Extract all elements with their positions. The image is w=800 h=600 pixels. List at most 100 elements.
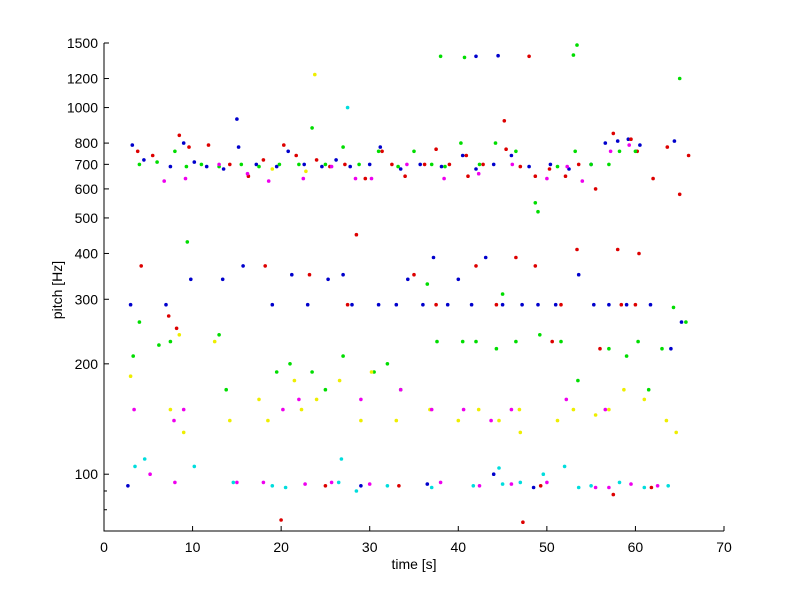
data-point-magenta [353,176,358,181]
data-point-yellow [497,418,501,423]
data-point-yellow [394,418,399,423]
data-point-green [555,164,560,169]
data-point-green [500,292,505,296]
data-point-magenta [303,482,307,486]
data-point-cyan [231,480,236,485]
data-point-yellow [292,378,297,383]
data-point-red [576,162,581,167]
data-point-magenta [217,162,221,167]
data-point-blue [130,143,135,147]
data-point-red [139,264,143,268]
data-point-red [649,485,654,490]
data-point-red [345,302,350,307]
data-point-blue [603,141,608,145]
y-tick-label: 1000 [67,100,98,116]
data-point-magenta [593,485,598,490]
data-point-blue [274,164,279,169]
data-point-magenta [477,484,482,488]
data-point-green [131,354,135,358]
data-point-magenta [627,143,631,147]
data-point-blue [359,484,363,488]
data-point-magenta [603,407,608,412]
data-point-green [310,370,314,374]
data-point-cyan [518,480,523,485]
data-point-blue [474,167,478,171]
data-point-green [357,162,361,167]
data-point-red [538,484,543,488]
data-point-green [573,149,577,154]
x-tick-label: 70 [716,539,732,555]
data-point-red [403,174,407,178]
data-point-cyan [270,484,275,488]
data-point-blue [367,162,372,167]
data-point-red [282,143,286,147]
data-point-cyan [617,480,622,485]
data-point-red [677,192,682,197]
data-point-blue [142,158,146,162]
data-point-red [593,187,598,191]
y-tick-label: 300 [75,291,99,307]
data-point-cyan [336,480,341,485]
data-point-blue [270,302,275,307]
data-point-green [168,339,173,344]
data-point-green [137,162,142,167]
data-point-magenta [438,480,443,485]
data-point-blue [406,277,410,282]
data-point-red [422,162,427,167]
y-tick-label: 700 [75,156,99,172]
data-point-yellow [212,339,217,344]
data-point-blue [431,255,436,260]
data-point-blue [378,145,383,149]
data-point-red [464,153,469,158]
data-point-green [412,149,416,154]
data-point-red [363,176,368,181]
data-point-red [598,346,602,351]
data-point-magenta [183,176,188,181]
data-point-red [294,153,299,158]
data-point-red [466,174,470,178]
data-point-cyan [192,464,197,469]
data-point-blue [500,302,505,307]
data-point-red [279,518,283,522]
data-point-red [527,54,531,59]
data-point-yellow [476,407,481,412]
data-point-magenta [564,397,569,402]
data-point-yellow [177,333,182,337]
data-point-blue [290,272,294,277]
data-point-yellow [593,413,598,417]
data-point-red [502,119,507,123]
x-tick-label: 20 [273,539,289,555]
data-point-magenta [181,407,186,412]
data-point-magenta [235,480,239,485]
data-point-green [435,339,439,344]
y-tick-label: 500 [75,210,99,226]
data-point-magenta [367,482,372,486]
data-point-green [636,339,640,344]
data-point-green [173,149,177,154]
data-point-green [460,339,465,344]
data-point-yellow [369,370,374,374]
data-point-yellow [168,407,173,412]
data-point-green [514,149,518,154]
data-point-red [261,158,266,162]
data-point-magenta [301,176,306,181]
data-point-blue [254,162,259,167]
data-point-blue [669,346,673,351]
data-point-magenta [429,407,434,412]
data-point-green [538,333,542,337]
points-layer [126,43,691,524]
x-tick-label: 30 [362,539,378,555]
data-point-yellow [622,387,626,392]
data-point-green [462,55,467,60]
data-point-blue [394,302,399,307]
data-point-magenta [266,179,271,183]
data-point-red [187,145,191,149]
data-point-magenta [565,164,569,169]
data-point-blue [527,164,531,169]
data-point-green [607,346,611,351]
data-point-blue [164,302,168,307]
data-point-cyan [497,466,501,470]
data-point-red [166,314,171,318]
